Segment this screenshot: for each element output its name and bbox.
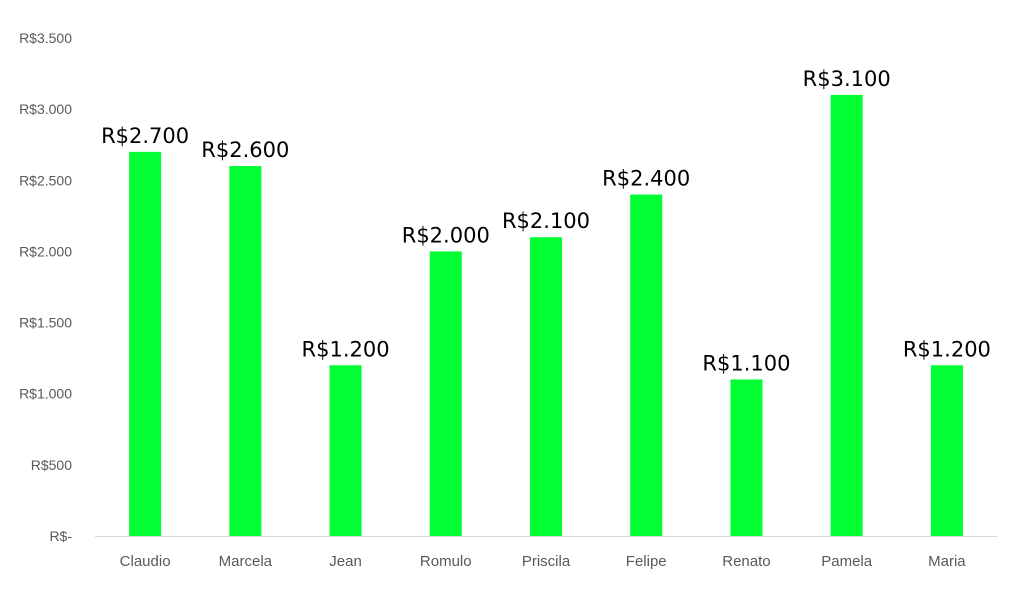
bar-maria xyxy=(930,365,963,536)
x-tick-label-jean: Jean xyxy=(329,553,362,570)
data-label-pamela: R$3.100 xyxy=(803,67,891,91)
bar-jean xyxy=(329,365,362,536)
bar-claudio xyxy=(129,151,162,537)
bar-romulo xyxy=(429,251,462,536)
x-axis: Claudio Marcela Jean Romulo Priscila Felipe Re… xyxy=(120,553,967,570)
data-label-priscila: R$2.100 xyxy=(502,209,590,233)
x-tick-label-pamela: Pamela xyxy=(821,553,873,570)
data-label-jean: R$1.200 xyxy=(302,337,390,361)
y-tick-label: R$3.000 xyxy=(19,101,72,117)
data-label-claudio: R$2.700 xyxy=(101,124,189,148)
x-tick-label-maria: Maria xyxy=(928,553,966,570)
x-tick-label-romulo: Romulo xyxy=(420,553,472,570)
bar-felipe xyxy=(630,194,663,536)
bar-pamela xyxy=(830,94,863,537)
y-tick-label: R$- xyxy=(49,528,72,544)
y-axis: R$- R$500 R$1.000 R$1.500 R$2.000 R$2.500 R$3.… xyxy=(19,30,72,544)
y-tick-label: R$1.500 xyxy=(19,315,72,331)
y-tick-label: R$1.000 xyxy=(19,386,72,402)
y-tick-label: R$2.500 xyxy=(19,172,72,188)
bar-marcela xyxy=(229,166,262,537)
x-tick-label-claudio: Claudio xyxy=(120,553,171,570)
data-label-romulo: R$2.000 xyxy=(402,223,490,247)
y-tick-label: R$500 xyxy=(31,457,72,473)
bar-priscila xyxy=(530,237,562,536)
x-tick-label-priscila: Priscila xyxy=(522,553,571,570)
data-label-maria: R$1.200 xyxy=(903,337,991,361)
data-label-marcela: R$2.600 xyxy=(201,138,289,162)
data-label-felipe: R$2.400 xyxy=(602,167,690,191)
x-tick-label-marcela: Marcela xyxy=(219,553,273,570)
y-tick-label: R$3.500 xyxy=(19,30,72,46)
bars xyxy=(129,94,963,537)
x-tick-label-felipe: Felipe xyxy=(626,553,667,570)
data-labels: R$2.700 R$2.600 R$1.200 R$2.000 R$2.100 R$2.4… xyxy=(101,67,991,376)
x-tick-label-renato: Renato xyxy=(722,553,770,570)
bar-renato xyxy=(730,379,763,536)
y-tick-label: R$2.000 xyxy=(19,243,72,259)
data-label-renato: R$1.100 xyxy=(702,351,790,375)
